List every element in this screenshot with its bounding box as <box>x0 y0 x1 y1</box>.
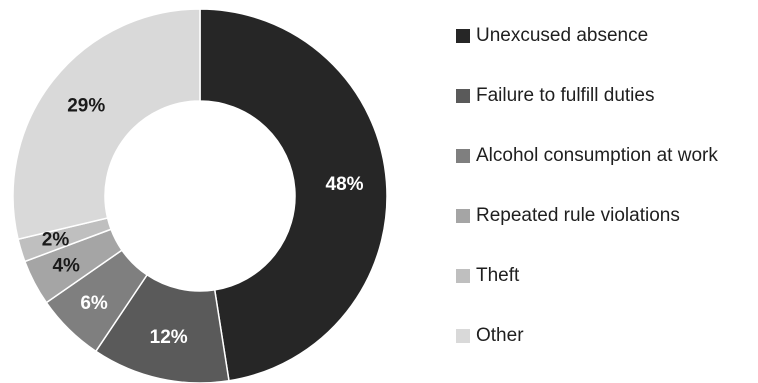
donut-slice-other <box>12 8 201 241</box>
legend-swatch <box>456 268 470 283</box>
legend-item-repeated-rule-violations: Repeated rule violations <box>456 206 680 225</box>
donut-data-labels: 48% 12% 6%4% 2% 29% <box>42 96 364 348</box>
legend-swatch <box>456 328 470 343</box>
legend-swatch <box>456 88 470 103</box>
legend-label: Failure to fulfill duties <box>476 85 655 106</box>
data-label-alcohol-consumption-at-work: 6% <box>80 293 108 314</box>
legend-item-other: Other <box>456 326 524 345</box>
legend-swatch <box>456 148 470 163</box>
legend-item-unexcused-absence: Unexcused absence <box>456 26 648 45</box>
legend-label: Alcohol consumption at work <box>476 145 718 166</box>
donut-slice-unexcused-absence <box>199 8 388 382</box>
legend-label: Repeated rule violations <box>476 205 680 226</box>
legend-item-alcohol-consumption: Alcohol consumption at work <box>456 146 718 165</box>
data-label-unexcused-absence: 48% <box>326 174 364 195</box>
data-label-failure-to-fulfill-duties: 12% <box>150 327 188 348</box>
legend-swatch <box>456 208 470 223</box>
legend-swatch <box>456 28 470 43</box>
data-label-repeated-rule-violations: 4% <box>52 256 80 277</box>
data-label-other: 29% <box>67 96 105 117</box>
legend-label: Other <box>476 325 524 346</box>
legend-item-failure-to-fulfill-duties: Failure to fulfill duties <box>456 86 654 105</box>
legend-label: Unexcused absence <box>476 25 649 46</box>
data-label-theft: 2% <box>42 229 70 250</box>
legend-item-theft: Theft <box>456 266 519 285</box>
legend-label: Theft <box>476 265 520 286</box>
donut-slices <box>12 8 388 383</box>
